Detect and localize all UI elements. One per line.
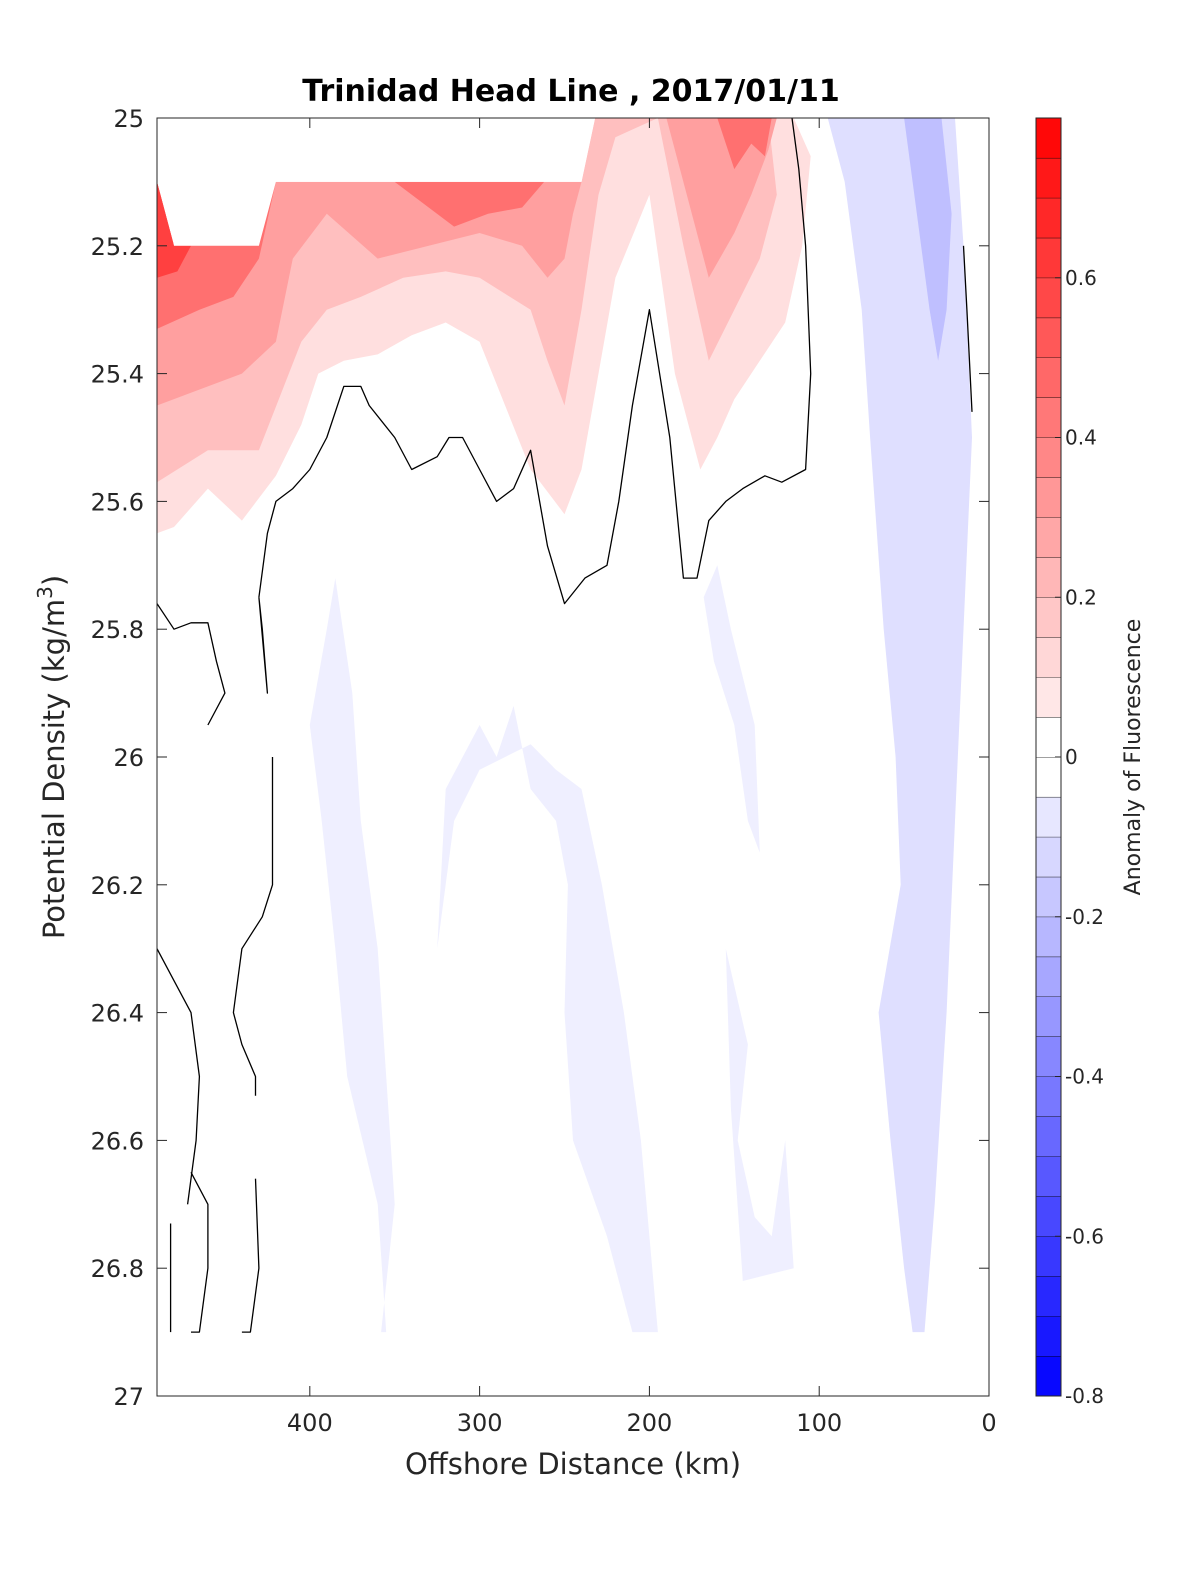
colorbar-ticks: 0.6 0.4 0.2 0 -0.2 -0.4 -0.6 -0.8 [1055, 266, 1104, 1408]
colorbar-segment-9 [1036, 996, 1061, 1037]
colorbar-segment-26 [1036, 317, 1061, 358]
y-tick-label-5: 26 [113, 744, 144, 772]
zero-contour-line-1 [258, 118, 812, 605]
negative-anomaly-region-5 [703, 565, 760, 853]
y-axis-label-main: Potential Density (kg/m [37, 599, 71, 939]
y-tick-label-10: 27 [113, 1383, 144, 1411]
contour-fills [157, 118, 972, 1333]
colorbar-segment-10 [1036, 956, 1061, 997]
x-axis-ticks: 400 300 200 100 0 [287, 118, 997, 1437]
contour-lines [157, 118, 973, 1333]
negative-anomaly-region-2 [904, 118, 952, 361]
x-tick-label-2: 200 [627, 1409, 673, 1437]
colorbar-segment-21 [1036, 517, 1061, 558]
y-axis-ticks: 25 25.2 25.4 25.6 25.8 26 26.2 26.4 26.6 26.8 27 [91, 105, 989, 1411]
x-tick-label-3: 100 [796, 1409, 842, 1437]
colorbar-segment-0 [1036, 1356, 1061, 1396]
colorbar-segment-6 [1036, 1116, 1061, 1157]
negative-anomaly-region-6 [725, 948, 794, 1281]
plot-area [156, 117, 990, 1397]
x-axis-label: Offshore Distance (km) [405, 1447, 741, 1481]
negative-anomaly-region-3 [309, 578, 395, 1333]
colorbar-segments [1036, 117, 1061, 1396]
y-tick-label-6: 26.2 [91, 872, 144, 900]
negative-anomaly-region-4 [437, 705, 658, 1333]
colorbar-segment-29 [1036, 197, 1061, 238]
colorbar-segment-7 [1036, 1076, 1061, 1117]
colorbar-frame [1035, 117, 1062, 1397]
colorbar: 0.6 0.4 0.2 0 -0.2 -0.4 -0.6 -0.8 [1035, 117, 1104, 1408]
positive-anomaly-region-7 [717, 118, 772, 170]
colorbar-segment-22 [1036, 477, 1061, 518]
colorbar-segment-3 [1036, 1236, 1061, 1277]
zero-contour-line-6 [190, 1171, 209, 1333]
colorbar-segment-18 [1036, 637, 1061, 678]
y-tick-label-8: 26.6 [91, 1127, 144, 1155]
zero-contour-line-4 [232, 757, 274, 1096]
colorbar-segment-25 [1036, 357, 1061, 398]
zero-contour-line-2 [258, 597, 269, 694]
colorbar-tick-label-0: 0.6 [1065, 266, 1097, 290]
colorbar-segment-12 [1036, 876, 1061, 917]
zero-contour-line-3 [157, 603, 226, 726]
colorbar-segment-1 [1036, 1316, 1061, 1357]
colorbar-segment-13 [1036, 836, 1061, 877]
colorbar-tick-label-3: 0 [1065, 745, 1078, 769]
colorbar-segment-19 [1036, 597, 1061, 638]
colorbar-tick-label-6: -0.6 [1065, 1224, 1104, 1248]
positive-anomaly-region-6 [394, 181, 545, 227]
colorbar-segment-17 [1036, 677, 1061, 718]
y-tick-label-4: 25.8 [91, 616, 144, 644]
colorbar-segment-31 [1036, 118, 1061, 158]
x-tick-label-0: 400 [287, 1409, 333, 1437]
colorbar-tick-label-4: -0.2 [1065, 905, 1104, 929]
zero-contour-line-7 [241, 1178, 260, 1333]
missing-data-region-1 [157, 118, 596, 246]
y-tick-label-7: 26.4 [91, 1000, 144, 1028]
negative-anomaly-region-1 [827, 118, 972, 1333]
y-tick-label-2: 25.4 [91, 361, 144, 389]
colorbar-tick-label-1: 0.4 [1065, 426, 1097, 450]
colorbar-segment-11 [1036, 916, 1061, 957]
x-tick-label-4: 0 [981, 1409, 996, 1437]
colorbar-segment-20 [1036, 557, 1061, 598]
y-axis-label-suffix: ) [37, 575, 71, 586]
y-tick-label-3: 25.6 [91, 488, 144, 516]
colorbar-segment-4 [1036, 1196, 1061, 1237]
colorbar-segment-30 [1036, 157, 1061, 198]
colorbar-segment-8 [1036, 1036, 1061, 1077]
colorbar-tick-label-7: -0.8 [1065, 1384, 1104, 1408]
chart-title: Trinidad Head Line , 2017/01/11 [302, 74, 839, 109]
y-tick-label-0: 25 [113, 105, 144, 133]
colorbar-tick-label-2: 0.2 [1065, 585, 1097, 609]
x-tick-label-1: 300 [457, 1409, 503, 1437]
y-tick-label-1: 25.2 [91, 233, 144, 261]
colorbar-segment-27 [1036, 277, 1061, 318]
colorbar-label: Anomaly of Fluorescence [1121, 619, 1146, 896]
colorbar-tick-label-5: -0.4 [1065, 1065, 1104, 1089]
y-axis-label-superscript: 3 [33, 586, 57, 599]
colorbar-segment-24 [1036, 397, 1061, 438]
y-axis-label: Potential Density (kg/m3) [33, 575, 71, 939]
colorbar-segment-5 [1036, 1156, 1061, 1197]
colorbar-segment-2 [1036, 1276, 1061, 1317]
zero-contour-line-5 [157, 948, 201, 1205]
positive-anomaly-region-8 [157, 181, 191, 278]
colorbar-segment-15 [1036, 757, 1061, 797]
colorbar-segment-16 [1036, 717, 1061, 757]
zero-contour-line-9 [962, 245, 973, 412]
colorbar-segment-14 [1036, 796, 1061, 837]
positive-anomaly-region-4 [666, 118, 777, 278]
colorbar-segment-23 [1036, 437, 1061, 478]
y-tick-label-9: 26.8 [91, 1255, 144, 1283]
colorbar-segment-28 [1036, 237, 1061, 278]
